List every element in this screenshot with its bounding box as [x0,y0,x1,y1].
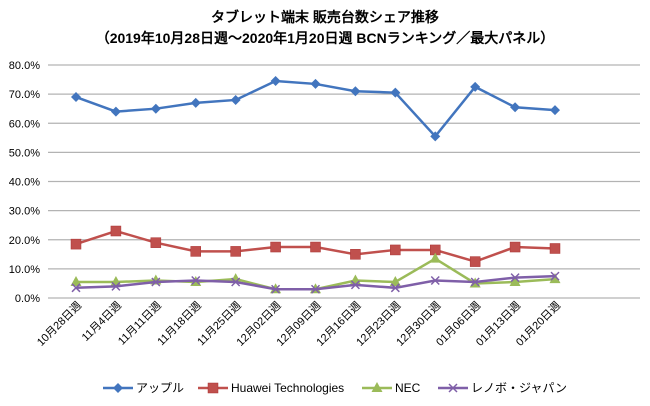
data-point-x [71,283,81,293]
series-line [75,79,556,139]
data-point-square [350,249,361,260]
legend-label: NEC [395,381,421,395]
data-point-x [350,280,360,290]
data-point-x [550,271,560,281]
data-point-diamond [190,97,201,108]
y-tick-label: 50.0% [9,147,40,159]
legend-item: アップル [103,381,184,395]
x-axis: 10月28日週11月4日週11月11日週11月18日週11月25日週12月02日… [34,299,563,349]
data-point-x [470,277,480,287]
data-point-triangle [389,275,401,286]
data-point-triangle [429,252,441,263]
data-point-diamond [230,94,241,105]
data-point-diamond [430,131,441,142]
data-point-diamond [470,81,481,92]
data-point-x [151,277,161,287]
x-tick-label: 10月28日週 [34,299,84,349]
y-tick-label: 60.0% [9,118,40,130]
data-point-triangle [549,273,561,284]
data-point-x [510,273,520,283]
series-2 [70,252,561,294]
gridlines [48,64,640,299]
y-tick-label: 0.0% [15,293,40,305]
data-point-triangle [509,275,521,286]
y-tick-label: 10.0% [9,264,40,276]
data-point-x [390,283,400,293]
data-point-diamond [350,86,361,97]
data-point-triangle [230,273,242,284]
data-point-square [70,238,82,250]
y-tick-label: 40.0% [9,177,40,189]
y-tick-label: 80.0% [9,60,40,72]
data-point-x [448,383,458,393]
legend-label: Huawei Technologies [231,381,344,395]
legend-item: レノボ・ジャパン [438,381,567,395]
data-point-diamond [510,102,521,113]
y-axis: 0.0% 10.0% 20.0% 30.0% 40.0% 50.0% 60.0% 70.0% 8… [9,60,40,305]
legend-label: アップル [136,381,184,395]
data-point-x [111,281,121,291]
data-point-triangle [70,275,82,286]
data-point-diamond [550,105,560,116]
data-point-square [310,241,321,253]
data-point-diamond [270,76,281,87]
series-3 [71,271,560,294]
data-point-diamond [113,383,123,393]
series-0 [71,76,560,142]
chart-subtitle: （2019年10月28日週～2020年1月20日週 BCNランキング／最大パネル… [96,30,555,46]
legend-label: レノボ・ジャパン [471,381,567,395]
data-point-square [230,246,241,257]
data-point-diamond [110,106,121,117]
data-point-square [150,237,162,248]
data-point-diamond [310,78,321,89]
data-point-square [190,246,201,257]
data-point-x [191,275,201,286]
data-point-square [549,243,561,254]
chart-title: タブレット端末 販売台数シェア推移 [211,9,439,25]
y-tick-label: 20.0% [9,235,40,247]
data-point-x [231,277,241,287]
series-group [70,76,561,294]
data-point-x [430,275,440,286]
series-1 [70,225,561,267]
data-point-square [390,244,401,256]
data-point-square [270,241,281,253]
data-point-square [207,382,219,394]
y-tick-label: 70.0% [9,89,40,101]
data-point-diamond [390,87,401,98]
data-point-x [310,284,321,294]
data-point-square [469,256,481,267]
data-point-square [110,225,122,237]
data-point-diamond [71,92,81,103]
legend-item: NEC [362,381,421,395]
legend: アップル Huawei Technologies NEC レノボ・ジャパン [103,381,567,395]
y-tick-label: 30.0% [9,206,40,218]
data-point-square [509,241,521,253]
data-point-triangle [371,382,383,392]
data-point-x [271,284,281,294]
data-point-diamond [150,103,161,114]
legend-item: Huawei Technologies [198,381,344,395]
